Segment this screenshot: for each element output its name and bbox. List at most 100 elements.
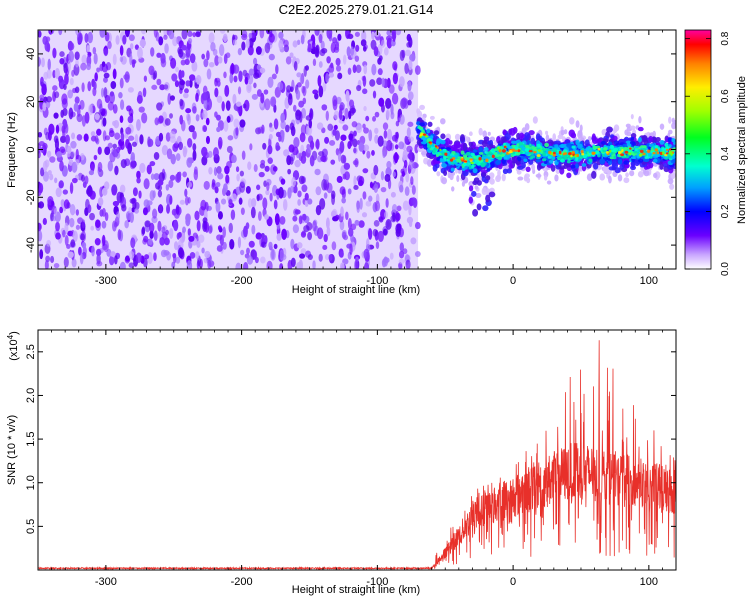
signal-blob [532,116,538,124]
noise-blob [290,238,295,250]
noise-blob [115,35,120,45]
noise-blob [66,243,71,250]
noise-blob [112,149,119,158]
noise-blob [297,190,302,198]
noise-blob [107,101,115,111]
signal-blob [450,167,455,172]
noise-blob [307,43,312,53]
noise-blob [125,138,130,149]
signal-blob [667,178,674,185]
noise-blob [371,149,375,156]
noise-blob [262,142,267,150]
noise-blob [103,72,110,79]
signal-blob [481,156,487,160]
noise-blob [410,237,417,245]
noise-blob [168,179,174,189]
noise-blob [211,182,216,190]
signal-blob [456,158,461,163]
noise-blob [409,149,413,161]
signal-blob [545,134,550,142]
noise-blob [85,188,90,195]
signal-blob [659,163,664,170]
noise-blob [203,58,209,68]
noise-blob [107,41,112,50]
noise-blob [51,200,55,206]
signal-blob [623,177,630,184]
noise-blob [321,104,328,111]
signal-blob [605,151,609,154]
noise-blob [281,228,287,240]
noise-blob [86,44,90,53]
noise-blob [355,64,362,74]
noise-blob [38,182,44,194]
noise-blob [256,194,260,202]
signal-blob [543,174,548,181]
noise-blob [41,83,47,96]
signal-blob [436,171,441,177]
noise-blob [92,46,97,55]
noise-blob [375,241,380,249]
noise-blob [346,46,351,57]
signal-blob [502,149,506,153]
signal-blob [468,196,474,204]
noise-blob [344,171,350,181]
noise-blob [300,34,305,45]
noise-blob [38,30,42,38]
noise-blob [129,160,136,170]
noise-blob [102,117,107,127]
signal-blob [483,147,489,152]
signal-blob [599,158,606,165]
signal-blob [558,150,562,155]
noise-blob [390,191,396,198]
noise-blob [172,143,179,152]
noise-blob [318,33,323,44]
noise-blob [298,175,305,185]
noise-blob [42,160,48,172]
noise-blob [348,227,354,237]
signal-blob [431,143,435,147]
noise-blob [414,250,421,257]
noise-blob [64,134,70,145]
signal-blob [471,190,477,197]
noise-blob [264,42,271,54]
signal-blob [542,152,546,157]
noise-blob [235,166,240,173]
noise-blob [363,105,367,112]
signal-blob [533,150,537,154]
noise-blob [292,224,300,234]
noise-blob [94,72,98,82]
signal-blob [639,149,644,154]
spectrogram-heatmap [38,30,676,269]
noise-blob [270,96,277,107]
signal-blob [575,120,580,128]
noise-blob [100,87,105,98]
noise-blob [383,47,389,56]
noise-blob [257,126,264,134]
noise-blob [386,108,391,119]
noise-blob [241,150,246,160]
signal-blob [497,156,502,161]
noise-blob [129,53,133,66]
noise-blob [286,85,292,93]
noise-blob [248,240,255,248]
signal-blob [584,139,590,147]
noise-blob [69,182,74,195]
noise-blob [369,79,376,87]
signal-blob [475,192,482,199]
noise-blob [328,140,336,146]
noise-blob [394,144,399,150]
noise-blob [142,207,148,216]
noise-blob [124,30,130,38]
signal-blob [508,163,514,169]
noise-blob [75,58,79,68]
noise-blob [308,135,314,144]
noise-blob [158,172,165,183]
signal-blob [525,166,531,173]
signal-blob [606,169,612,174]
noise-blob [187,181,193,188]
signal-blob [486,188,490,194]
noise-blob [123,74,130,80]
noise-blob [303,65,307,77]
noise-blob [45,100,51,109]
noise-blob [321,127,326,134]
